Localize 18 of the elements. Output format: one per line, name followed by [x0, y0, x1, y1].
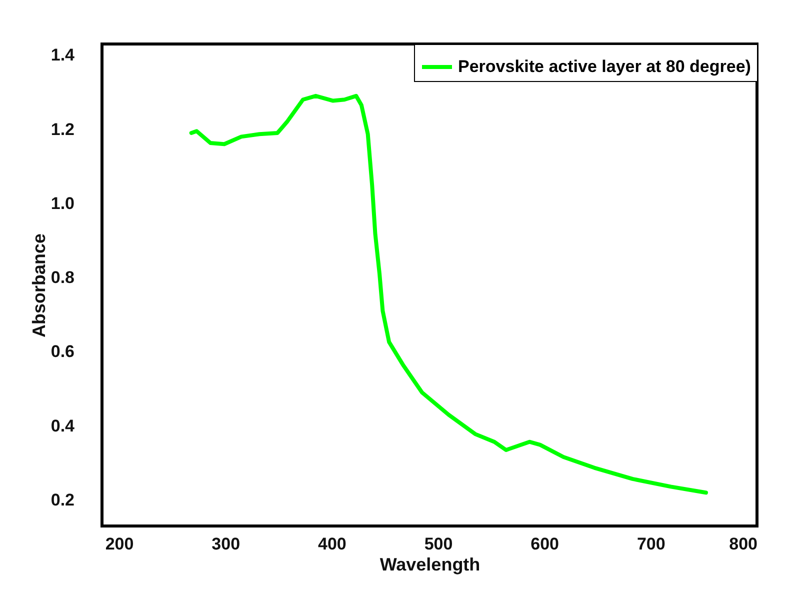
x-tick-label: 600 — [530, 534, 560, 554]
x-tick-label: 200 — [105, 534, 134, 554]
x-tick-label: 300 — [212, 534, 240, 554]
y-tick-label: 0.8 — [50, 268, 74, 288]
y-axis-title: Absorbance — [28, 233, 49, 338]
y-tick-label: 0.6 — [50, 342, 74, 362]
y-tick-label: 1.4 — [50, 46, 76, 65]
x-tick-label: 700 — [636, 534, 666, 554]
x-axis-title: Wavelength — [380, 554, 480, 574]
y-tick-label: 0.4 — [50, 416, 76, 436]
x-tick-label: 500 — [424, 534, 453, 554]
y-tick-label: 1.2 — [50, 120, 74, 139]
x-tick-label: 400 — [318, 534, 346, 554]
x-tick-label: 800 — [729, 534, 758, 554]
y-tick-label: 1.0 — [50, 194, 74, 213]
legend-label: Perovskite active layer at 80 degree) — [458, 57, 751, 76]
line-series — [189, 94, 708, 495]
y-tick-label: 0.2 — [50, 490, 74, 510]
